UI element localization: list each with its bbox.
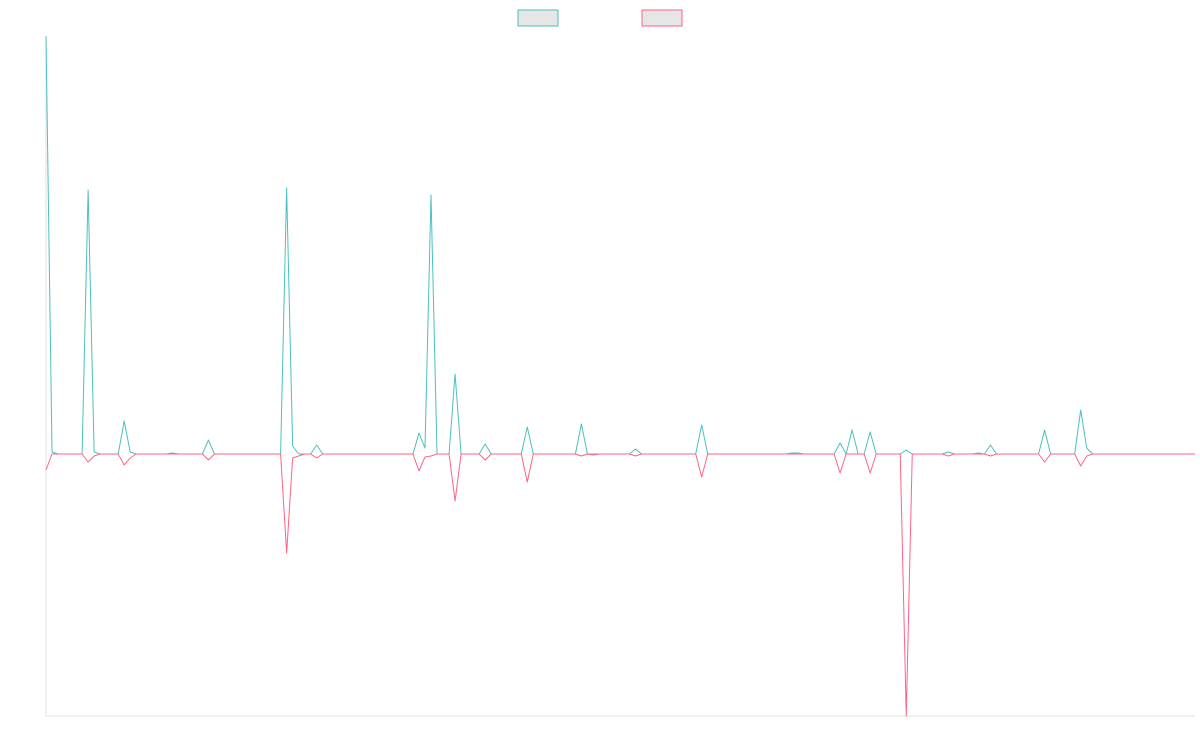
legend-swatch	[517, 9, 559, 27]
series-line	[45, 35, 1195, 455]
series-line	[45, 453, 1195, 717]
legend-swatch	[641, 9, 683, 27]
